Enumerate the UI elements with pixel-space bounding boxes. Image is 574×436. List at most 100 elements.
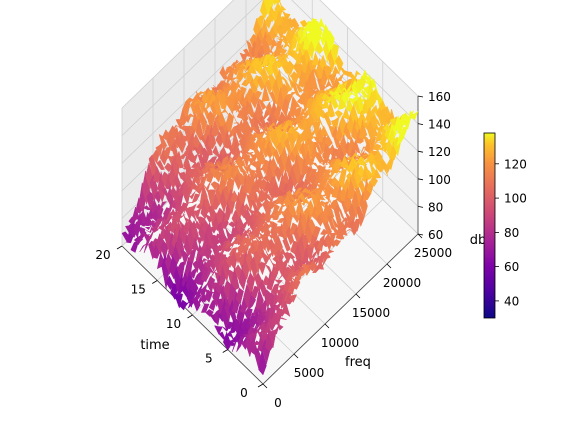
surface-patch (249, 78, 258, 96)
surface-patch (315, 116, 324, 129)
surface-patch (343, 121, 352, 140)
surface-patch (334, 170, 343, 178)
surface-patch (325, 249, 335, 256)
surface-patch (176, 261, 186, 282)
surface-patch (136, 212, 145, 228)
surface-patch (282, 10, 291, 22)
surface-patch (255, 287, 264, 311)
surface-patch (242, 162, 252, 175)
surface-patch (239, 63, 248, 71)
surface-patch (359, 82, 368, 99)
gridline (121, 0, 235, 109)
surface-patch (310, 143, 320, 162)
surface-patch (358, 119, 368, 140)
surface-patch (189, 153, 199, 164)
surface-patch (267, 317, 276, 332)
surface-patch (326, 30, 335, 58)
surface-patch (205, 309, 214, 318)
x-tick (222, 349, 228, 353)
surface-patch (205, 265, 215, 280)
surface-patch (278, 317, 287, 320)
surface-patch (193, 171, 202, 186)
surface-patch (273, 104, 283, 122)
x-axis-label: time (140, 338, 169, 353)
surface-patch (288, 294, 298, 303)
surface-patch (263, 204, 273, 224)
surface-patch (399, 126, 409, 138)
gridline (121, 0, 263, 136)
surface-patch (305, 244, 315, 263)
surface-patch (369, 175, 378, 187)
surface-patch (173, 173, 182, 191)
surface-patch (373, 143, 382, 152)
surface-patch (261, 84, 270, 103)
surface-patch (292, 26, 301, 35)
surface-patch (273, 34, 282, 39)
surface-patch (355, 206, 365, 228)
surface-patch (292, 96, 302, 108)
surface-patch (257, 98, 267, 111)
surface-patch (184, 257, 194, 284)
surface-patch (352, 138, 361, 154)
z-tick (417, 95, 424, 98)
surface-patch (201, 147, 210, 168)
y-tick-label: 20000 (383, 276, 421, 290)
surface-patch (303, 141, 312, 161)
x-tick-label: 5 (205, 352, 213, 366)
surface-patch (248, 60, 257, 74)
surface-patch (282, 237, 291, 252)
colorbar: 40 60 80 100 120 (483, 132, 527, 319)
surface-patch (242, 229, 252, 238)
surface-patch (200, 303, 210, 313)
surface-patch (395, 118, 404, 138)
surface-patch (242, 48, 252, 57)
surface-patch (247, 164, 256, 183)
surface-patch (257, 188, 266, 203)
surface-patch (260, 252, 270, 266)
surface-patch (204, 289, 213, 303)
z-tick (417, 178, 424, 181)
surface-patch (192, 207, 202, 220)
surface-patch (271, 203, 280, 218)
surface-patch (330, 43, 339, 65)
surface-patch (224, 74, 234, 90)
surface (121, 0, 419, 376)
surface-patch (281, 97, 290, 119)
surface-patch (206, 110, 216, 133)
surface-patch (255, 165, 264, 181)
surface-patch (280, 83, 289, 106)
surface-patch (197, 167, 206, 183)
surface-patch (308, 260, 318, 272)
surface-patch (367, 136, 377, 153)
surface-patch (227, 281, 237, 311)
surface-patch (207, 125, 217, 150)
surface-patch (200, 258, 209, 265)
surface-patch (130, 241, 139, 253)
surface-patch (315, 40, 324, 55)
surface-patch (304, 151, 313, 170)
surface-patch (267, 199, 276, 210)
surface-patch (312, 121, 321, 140)
surface-patch (322, 172, 332, 192)
surface-patch (244, 308, 253, 324)
surface-patch (192, 296, 201, 312)
surface-patch (174, 292, 183, 309)
surface-patch (272, 301, 282, 312)
surface-patch (327, 48, 336, 73)
surface-patch (271, 283, 280, 298)
gridline (291, 0, 419, 124)
surface-patch (187, 190, 196, 200)
gridline (319, 0, 419, 97)
surface-patch (198, 283, 208, 300)
surface-patch (268, 26, 277, 41)
axis-ticks: 0 5 10 15 20 0 5000 10000 15000 20000 25000 60 80 100… (95, 90, 452, 410)
surface-patch (202, 272, 211, 283)
y-tick (417, 233, 423, 239)
surface-patch (233, 79, 242, 95)
surface-patch (331, 65, 341, 77)
surface-patch (196, 91, 205, 97)
surface-patch (328, 227, 337, 245)
surface-patch (146, 191, 155, 213)
surface-patch (323, 65, 333, 83)
surface-patch (231, 266, 240, 290)
